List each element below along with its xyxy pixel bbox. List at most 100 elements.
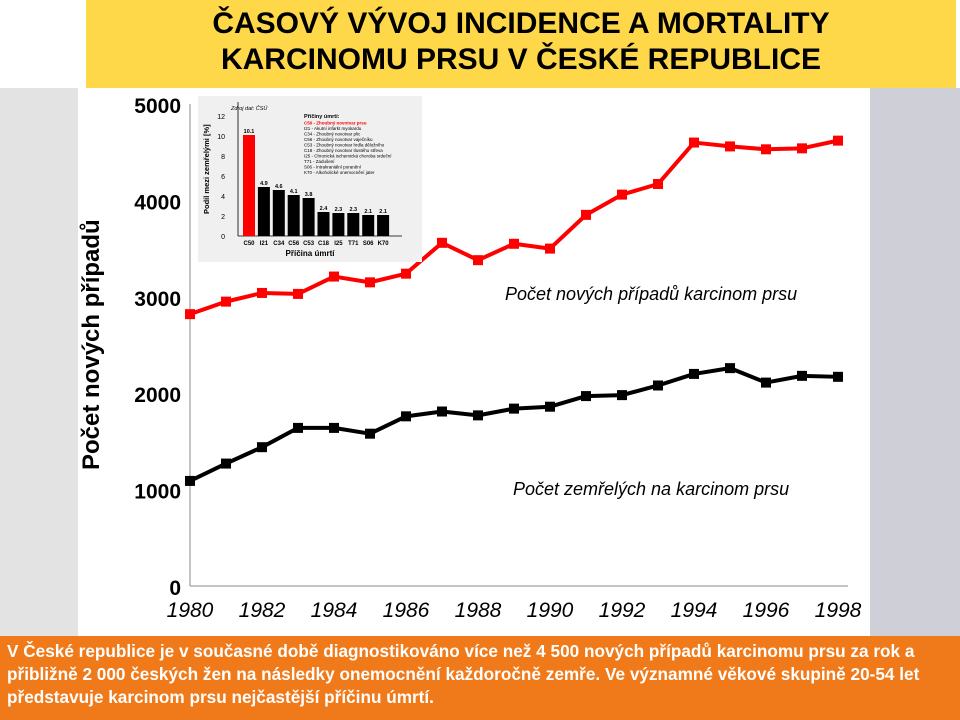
series-1-point: [545, 401, 555, 412]
series-1-point: [293, 422, 303, 433]
series-0-point: [221, 296, 231, 307]
series-0-point: [725, 141, 735, 152]
right-background-strip: [870, 88, 960, 636]
inset-bar-value: 2.1: [364, 209, 372, 215]
inset-bar-chart: 0 2 4 6 8 10 12 10.1 C50 4.9 I21 4.6 C34 4.1 C56 3.8 C53…: [198, 96, 422, 262]
inset-bar: [302, 198, 315, 236]
series-0-point: [473, 255, 483, 266]
x-tick-label: 1990: [527, 599, 574, 622]
series-0-point: [761, 144, 771, 155]
series-1-point: [437, 406, 447, 417]
inset-x-tick: C56: [288, 241, 300, 247]
series-0-point: [365, 277, 375, 288]
inset-bar: [243, 135, 255, 236]
inset-x-tick: C18: [318, 241, 330, 247]
series-1-point: [221, 458, 231, 469]
inset-x-tick: C34: [273, 241, 285, 247]
mortality-label-box: [506, 472, 818, 504]
title-line-2: KARCINOMU PRSU V ČESKÉ REPUBLICE: [220, 43, 822, 76]
series-0-point: [257, 287, 267, 298]
series-0-point: [185, 309, 195, 320]
series-0-point: [617, 189, 627, 200]
series-0-point: [653, 179, 663, 190]
y-tick-label: 1000: [134, 481, 181, 504]
series-0-point: [689, 137, 699, 148]
series-0-point: [401, 268, 411, 279]
inset-x-tick: K70: [378, 241, 390, 247]
left-background-strip: [0, 88, 78, 636]
inset-legend-item: K70 - Alkoholické onemocnění jater: [304, 170, 375, 175]
series-1-point: [581, 391, 591, 402]
series-1-point: [473, 410, 483, 421]
x-tick-label: 1988: [455, 599, 502, 622]
inset-x-tick: I25: [334, 241, 343, 247]
mortality-series-label: Počet zemřelých na karcinom prsu: [513, 479, 789, 499]
inset-bar-value: 2.3: [349, 207, 357, 213]
inset-x-tick: T71: [348, 241, 359, 247]
series-1-point: [509, 403, 519, 414]
inset-bar-value: 4.1: [290, 189, 298, 195]
y-tick-label: 2000: [134, 384, 181, 407]
inset-y-tick: 8: [221, 154, 225, 161]
x-tick-label: 1992: [599, 599, 646, 622]
inset-bar-value: 2.4: [320, 206, 329, 212]
inset-y-tick: 0: [221, 234, 225, 241]
series-1-point: [725, 363, 735, 374]
inset-x-tick: C53: [303, 241, 315, 247]
inset-legend-item: C56 - Zhoubný novotvar vaječníku: [304, 137, 373, 142]
inset-x-tick: S06: [363, 241, 374, 247]
inset-y-tick: 10: [217, 134, 225, 141]
series-0-point: [833, 135, 843, 146]
inset-legend-item: C18 - Zhoubný novotvar tlustého střeva: [304, 148, 383, 153]
y-tick-label: 0: [169, 577, 181, 600]
inset-bar: [272, 190, 285, 236]
inset-bar: [332, 213, 345, 236]
y-tick-label: 4000: [134, 191, 181, 214]
series-0-point: [437, 237, 447, 248]
series-1-point: [653, 380, 663, 391]
inset-y-tick: 4: [221, 194, 225, 201]
inset-x-label: Příčina úmrtí: [286, 249, 336, 258]
inset-bar: [317, 212, 330, 236]
inset-x-tick: I21: [260, 241, 269, 247]
x-tick-label: 1980: [167, 599, 214, 622]
inset-bar-value: 4.9: [260, 181, 268, 187]
inset-legend-item: I25 - Chronická ischemická choroba srdeč…: [304, 154, 392, 159]
x-tick-label: 1998: [815, 599, 862, 622]
series-1-point: [365, 428, 375, 439]
y-tick-label: 3000: [134, 288, 181, 311]
main-series: [185, 135, 843, 486]
inset-bar: [362, 215, 375, 236]
inset-bar: [257, 187, 270, 236]
x-tick-label: 1996: [743, 599, 790, 622]
slide-title: ČASOVÝ VÝVOJ INCIDENCE A MORTALITY KARCI…: [86, 6, 956, 78]
main-series-labels: Počet nových případů karcinom prsu Počet …: [498, 277, 826, 504]
incidence-label-box: [498, 277, 826, 309]
series-0-point: [581, 209, 591, 220]
x-tick-label: 1982: [239, 599, 286, 622]
series-1-point: [185, 475, 195, 486]
inset-bar-value: 4.6: [275, 184, 283, 190]
x-tick-label: 1994: [671, 599, 718, 622]
inset-legend-item: C50 - Zhoubný novotvar prsu: [304, 121, 367, 126]
inset-bar: [347, 213, 360, 236]
inset-x-tick: C50: [243, 241, 255, 247]
footer-text: V České republice je v současné době dia…: [7, 641, 920, 707]
inset-bar-value: 2.1: [379, 209, 387, 215]
x-tick-label: 1984: [311, 599, 358, 622]
inset-bar-value: 3.8: [305, 192, 313, 198]
inset-legend-item: C34 - Zhoubný novotvar plic: [304, 132, 361, 137]
inset-source-note: Zdroj dat: ČSÚ: [230, 105, 267, 112]
series-1-point: [833, 371, 843, 382]
series-1-point: [617, 390, 627, 401]
x-tick-label: 1986: [383, 599, 430, 622]
title-bar: [86, 0, 956, 88]
inset-legend-item: I21 - Akutní infarkt myokardu: [304, 126, 362, 131]
inset-bar-value: 2.3: [335, 207, 343, 213]
series-line-1: [189, 366, 839, 483]
title-line-1: ČASOVÝ VÝVOJ INCIDENCE A MORTALITY: [212, 7, 830, 40]
inset-y-tick: 6: [221, 174, 225, 181]
series-1-point: [329, 422, 339, 433]
series-0-point: [797, 143, 807, 154]
inset-legend-item: S06 - Intrakraniální poranění: [304, 165, 362, 170]
